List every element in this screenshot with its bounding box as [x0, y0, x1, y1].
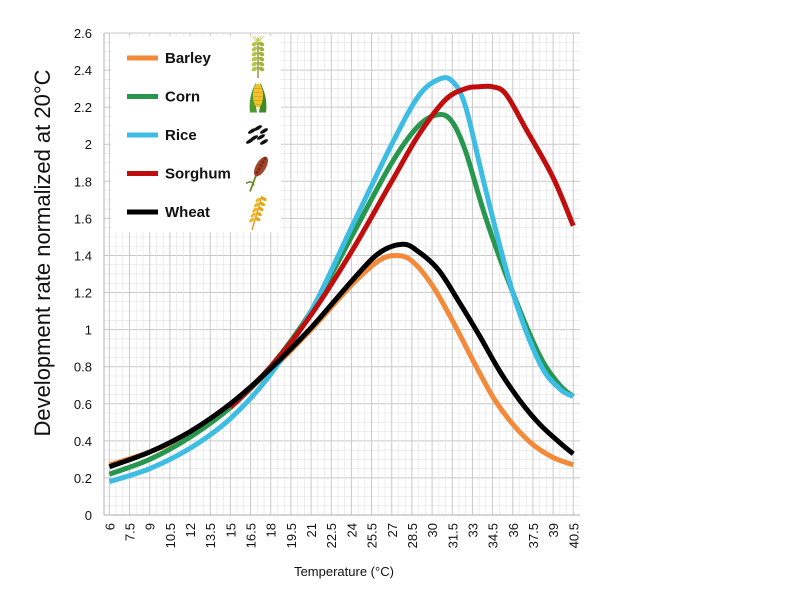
y-tick-label: 1.4 — [74, 248, 92, 263]
x-tick-label: 21 — [304, 523, 319, 537]
axes — [103, 33, 580, 516]
legend: Barley Corn Rice Sorghum Wheat — [111, 35, 281, 232]
y-tick-labels: 0 0.2 0.4 0.6 0.8 1 1.2 1.4 1.6 1.8 2 2.2 2.4 2.6 — [74, 26, 92, 523]
series-line-rice — [108, 75, 575, 484]
x-tick-label: 10.5 — [163, 523, 178, 548]
series-line-wheat — [108, 241, 575, 470]
y-tick-label: 1.6 — [74, 211, 92, 226]
rice-icon — [246, 125, 268, 145]
x-tick-label: 13.5 — [203, 523, 218, 548]
legend-label-sorghum: Sorghum — [165, 166, 231, 183]
legend-label-corn: Corn — [165, 89, 200, 106]
y-tick-label: 1.8 — [74, 174, 92, 189]
series-lines — [108, 75, 576, 484]
y-tick-label: 1.2 — [74, 286, 92, 301]
x-tick-label: 22.5 — [324, 523, 339, 548]
x-tick-label: 34.5 — [486, 523, 501, 548]
y-tick-label: 2.6 — [74, 26, 92, 41]
y-tick-label: 0.8 — [74, 360, 92, 375]
x-tick-label: 7.5 — [123, 523, 138, 541]
x-tick-label: 36 — [506, 523, 521, 537]
y-tick-label: 2 — [85, 137, 92, 152]
legend-label-rice: Rice — [165, 127, 197, 144]
legend-label-wheat: Wheat — [165, 204, 210, 221]
x-tick-label: 19.5 — [284, 523, 299, 548]
y-tick-label: 0.4 — [74, 434, 92, 449]
x-tick-label: 37.5 — [526, 523, 541, 548]
x-tick-label: 9 — [143, 523, 158, 530]
x-tick-labels: 6 7.5 9 10.5 12 13.5 15 16.5 18 19.5 21 22.5 24 25.5 2… — [102, 523, 581, 548]
y-tick-label: 0.6 — [74, 397, 92, 412]
x-tick-label: 39 — [546, 523, 561, 537]
x-tick-label: 33 — [465, 523, 480, 537]
x-tick-label: 16.5 — [244, 523, 259, 548]
y-tick-label: 0 — [85, 508, 92, 523]
y-tick-label: 2.4 — [74, 63, 92, 78]
wheat-icon — [249, 195, 267, 231]
x-axis-label: Temperature (°C) — [294, 564, 394, 579]
x-tick-label: 6 — [102, 523, 117, 530]
legend-label-barley: Barley — [165, 50, 212, 67]
x-tick-label: 30 — [425, 523, 440, 537]
corn-icon — [249, 82, 267, 113]
x-tick-label: 18 — [264, 523, 279, 537]
x-tick-label: 28.5 — [405, 523, 420, 548]
x-tick-label: 24 — [344, 523, 359, 537]
x-tick-label: 12 — [183, 523, 198, 537]
y-tick-label: 2.2 — [74, 100, 92, 115]
y-tick-label: 1 — [85, 323, 92, 338]
series-line-sorghum — [228, 83, 576, 410]
x-tick-label: 25.5 — [365, 523, 380, 548]
x-tick-label: 27 — [385, 523, 400, 537]
y-axis-label: Development rate normalized at 20°C — [30, 69, 55, 436]
x-tick-label: 40.5 — [566, 523, 581, 548]
barley-icon — [251, 35, 265, 78]
y-tick-label: 0.2 — [74, 471, 92, 486]
sorghum-icon — [245, 156, 268, 192]
x-tick-label: 31.5 — [445, 523, 460, 548]
x-tick-label: 15 — [223, 523, 238, 537]
